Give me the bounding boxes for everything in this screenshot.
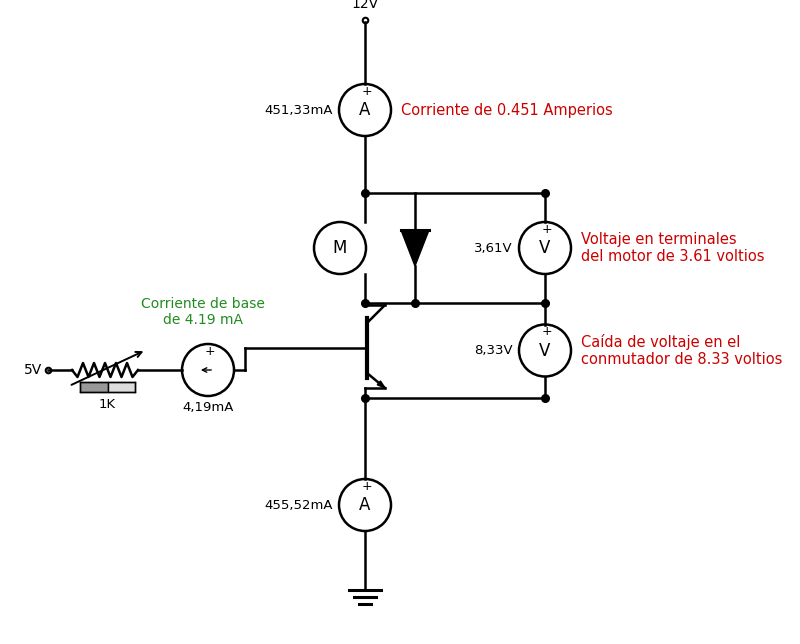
Text: Corriente de 0.451 Amperios: Corriente de 0.451 Amperios (401, 102, 613, 117)
Text: 1K: 1K (99, 397, 116, 410)
Text: M: M (333, 239, 347, 257)
Text: Corriente de base
de 4.19 mA: Corriente de base de 4.19 mA (141, 297, 265, 327)
Text: A: A (359, 101, 370, 119)
Text: Caída de voltaje en el
conmutador de 8.33 voltios: Caída de voltaje en el conmutador de 8.3… (581, 334, 782, 367)
Text: +: + (362, 480, 372, 493)
Bar (80, 382, 107, 392)
Text: 455,52mA: 455,52mA (265, 498, 333, 511)
Polygon shape (378, 381, 385, 388)
Polygon shape (401, 230, 429, 266)
Text: 8,33V: 8,33V (474, 344, 513, 357)
Text: 451,33mA: 451,33mA (265, 104, 333, 117)
Text: A: A (359, 496, 370, 514)
Text: 4,19mA: 4,19mA (182, 401, 234, 415)
Text: Voltaje en terminales
del motor de 3.61 voltios: Voltaje en terminales del motor de 3.61 … (581, 232, 765, 264)
Bar (107, 382, 135, 392)
Text: V: V (539, 239, 550, 257)
Text: V: V (539, 341, 550, 359)
Text: 3,61V: 3,61V (474, 242, 513, 254)
Text: 12V: 12V (351, 0, 378, 11)
Text: +: + (362, 84, 372, 97)
Text: 5V: 5V (24, 363, 42, 377)
Text: +: + (542, 222, 552, 236)
Text: +: + (542, 325, 552, 338)
Text: +: + (205, 345, 215, 357)
